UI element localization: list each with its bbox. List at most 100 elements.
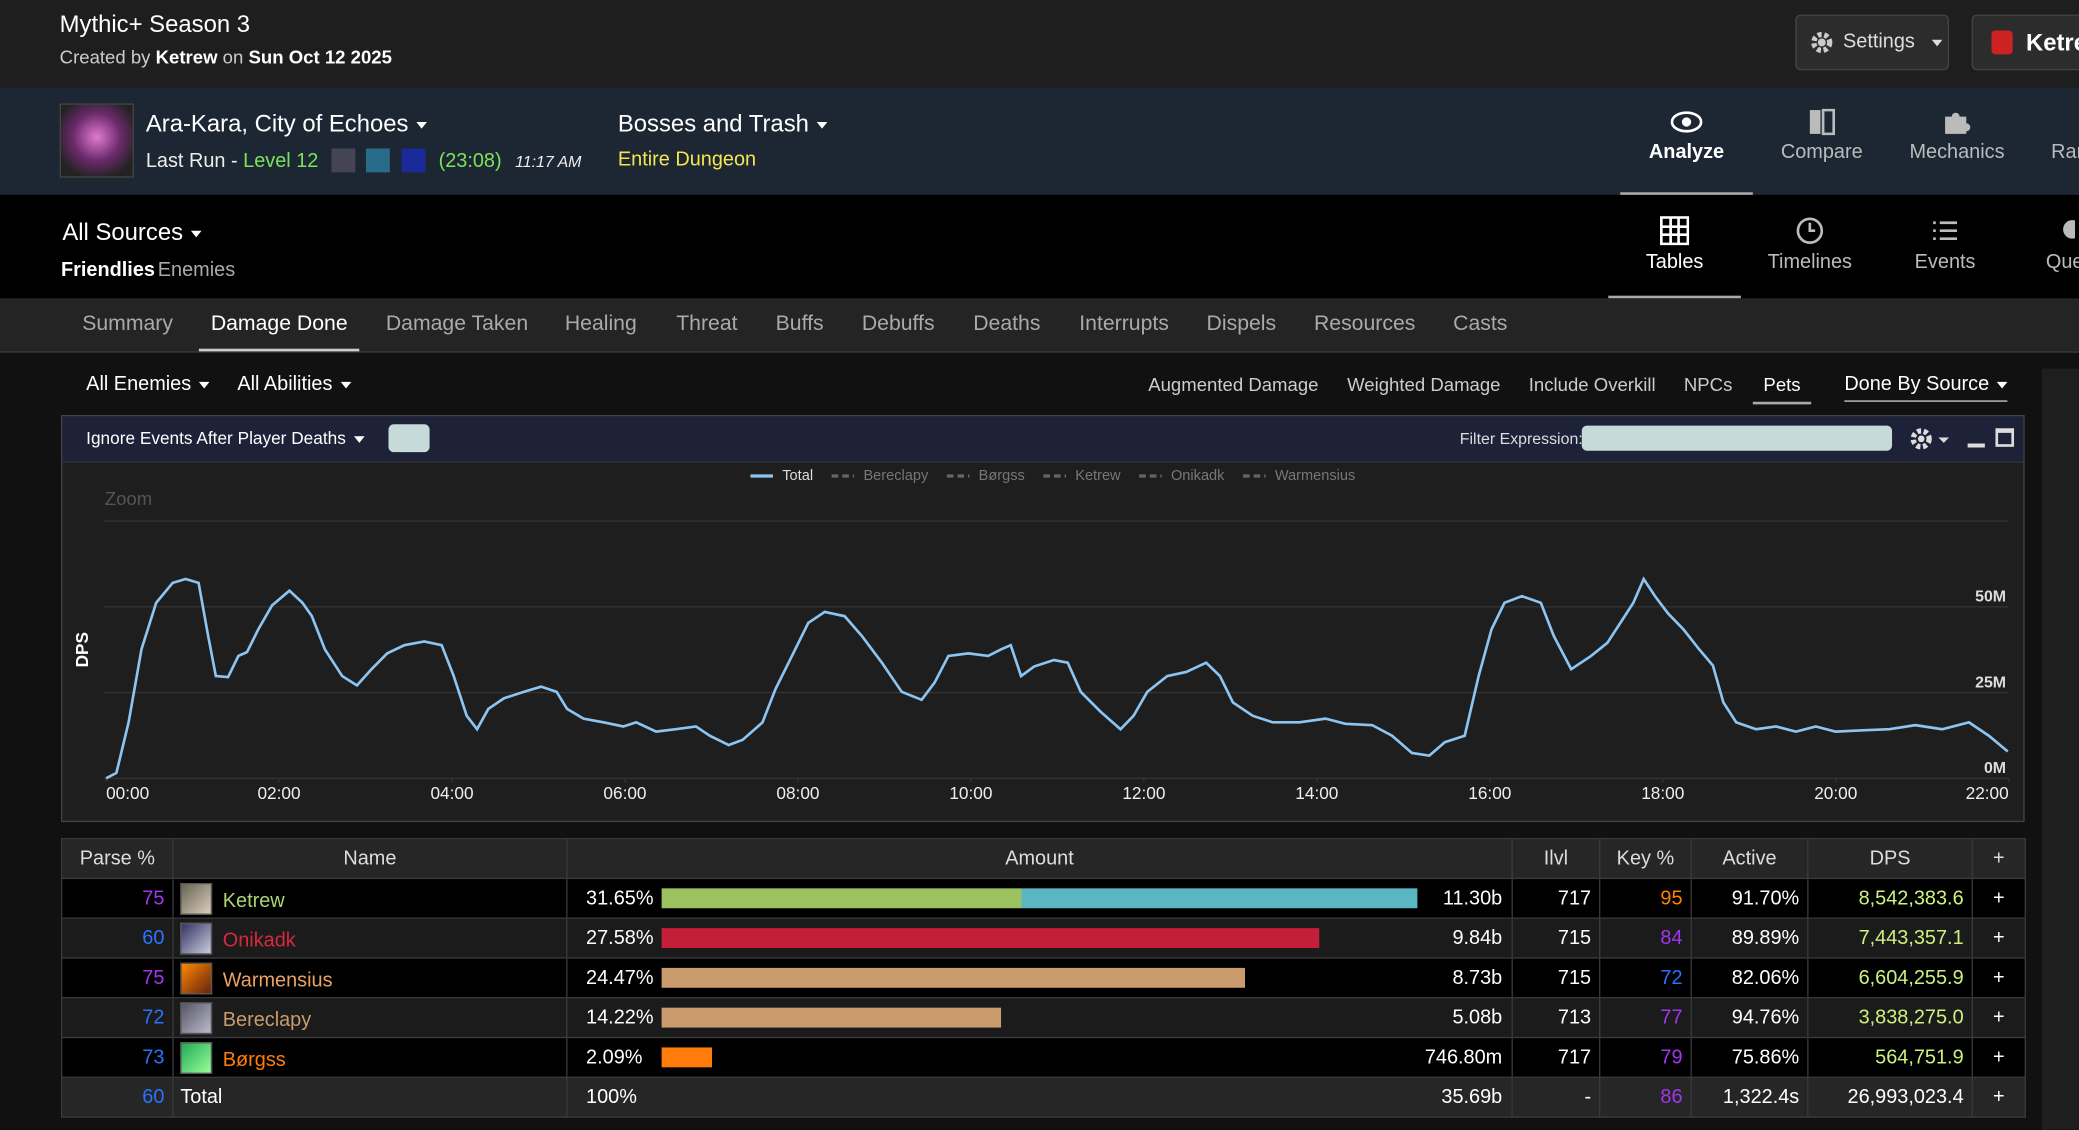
ilvl: 717	[1512, 878, 1600, 918]
nav-analyze[interactable]: Analyze	[1620, 109, 1753, 195]
column-header[interactable]: Ilvl	[1512, 839, 1600, 879]
view-events[interactable]: Events	[1879, 216, 2012, 273]
percent: 27.58%	[586, 927, 653, 950]
dps: 26,993,023.4	[1808, 1077, 1972, 1117]
friendlies[interactable]: Friendlies	[61, 259, 155, 282]
column-header[interactable]: DPS	[1808, 839, 1972, 879]
key-percent: 72	[1600, 958, 1691, 998]
ability-filter[interactable]: All Abilities	[237, 373, 351, 396]
x-tick-label: 20:00	[1814, 783, 1857, 803]
amount-bar	[662, 928, 1320, 948]
key-percent: 95	[1600, 878, 1691, 918]
compare-icon	[1806, 109, 1838, 136]
view-timelines[interactable]: Timelines	[1744, 216, 1877, 273]
class-icon	[180, 1002, 212, 1034]
on: on	[223, 46, 244, 67]
nav-label: Compare	[1781, 141, 1863, 164]
nav-rankings[interactable]: Rankings	[2026, 109, 2079, 163]
legend-label: Total	[782, 468, 813, 484]
date: Sun Oct 12 2025	[249, 46, 392, 67]
key-percent: 79	[1600, 1038, 1691, 1078]
class-icon	[180, 882, 212, 914]
option[interactable]: Augmented Damage	[1148, 374, 1318, 395]
tab[interactable]: Debuffs	[862, 313, 935, 337]
sources-title: All Sources	[62, 219, 183, 246]
tab[interactable]: Threat	[676, 313, 737, 337]
filter-input[interactable]	[1582, 426, 1892, 451]
zoom-label[interactable]: Zoom	[105, 488, 152, 509]
name-cell: Bereclapy	[173, 998, 567, 1038]
tab[interactable]: Resources	[1314, 313, 1415, 337]
created-by: Created by	[60, 46, 151, 67]
tab[interactable]: Damage Taken	[386, 313, 528, 337]
panel-gear[interactable]	[1909, 426, 1954, 453]
tab[interactable]: Dispels	[1207, 313, 1277, 337]
name-cell: Onikadk	[173, 918, 567, 958]
window-buttons[interactable]	[1965, 427, 2018, 451]
tab[interactable]: Summary	[82, 313, 173, 337]
player-name[interactable]: Børgss	[223, 1048, 286, 1071]
column-header: +	[1972, 839, 2025, 879]
eye-icon	[1671, 109, 1703, 136]
parse: 60	[62, 918, 173, 958]
done-by-select[interactable]: Done By Source	[1844, 373, 2007, 402]
toggle[interactable]	[388, 424, 429, 452]
tab[interactable]: Deaths	[973, 313, 1040, 337]
tab[interactable]: Buffs	[776, 313, 824, 337]
nav-mechanics[interactable]: Mechanics	[1891, 109, 2024, 163]
amount: 5.08b	[1452, 1006, 1502, 1029]
option[interactable]: NPCs	[1684, 374, 1732, 395]
nav-compare[interactable]: Compare	[1755, 109, 1888, 163]
column-header[interactable]: Parse %	[62, 839, 173, 879]
enemies[interactable]: Enemies	[158, 259, 235, 282]
ilvl: 715	[1512, 918, 1600, 958]
amount-cell: 14.22%5.08b	[567, 998, 1512, 1038]
tab[interactable]: Healing	[565, 313, 637, 337]
expand[interactable]: +	[1972, 918, 2025, 958]
amount: 8.73b	[1452, 967, 1502, 990]
column-header[interactable]: Active	[1691, 839, 1808, 879]
expand[interactable]: +	[1972, 998, 2025, 1038]
expand[interactable]: +	[1972, 1077, 2025, 1117]
option[interactable]: Include Overkill	[1529, 374, 1656, 395]
parse: 60	[62, 1077, 173, 1117]
duration: (23:08)	[439, 150, 502, 173]
nav-label: Mechanics	[1909, 141, 2004, 164]
user-icon	[1991, 30, 2012, 54]
list-icon	[1930, 216, 1959, 245]
column-header[interactable]: Key %	[1600, 839, 1691, 879]
view-tables[interactable]: Tables	[1608, 216, 1741, 298]
sources-select[interactable]: All Sources	[62, 219, 201, 247]
fight-select[interactable]: Bosses and Trash	[618, 110, 828, 138]
ilvl: -	[1512, 1077, 1600, 1117]
tab[interactable]: Casts	[1453, 313, 1507, 337]
key-percent: 86	[1600, 1077, 1691, 1117]
ignore-select[interactable]: Ignore Events After Player Deaths	[86, 428, 364, 448]
x-tick-label: 12:00	[1122, 783, 1165, 803]
column-header[interactable]: Amount	[567, 839, 1512, 879]
dungeon-select[interactable]: Ara-Kara, City of Echoes	[146, 110, 427, 138]
enemy-filter[interactable]: All Enemies	[86, 373, 210, 396]
enemy-filter-label: All Enemies	[86, 373, 191, 396]
tab[interactable]: Damage Done	[199, 313, 360, 351]
column-header[interactable]: Name	[173, 839, 567, 879]
gear-icon	[1810, 30, 1834, 54]
expand[interactable]: +	[1972, 1038, 2025, 1078]
expand[interactable]: +	[1972, 878, 2025, 918]
option[interactable]: Weighted Damage	[1347, 374, 1500, 395]
author[interactable]: Ketrew	[156, 46, 218, 67]
table-row: 75Warmensius24.47%8.73b7157282.06%6,604,…	[62, 958, 2026, 998]
player-name[interactable]: Ketrew	[223, 889, 285, 912]
done-by-label: Done By Source	[1844, 373, 1989, 396]
player-name[interactable]: Bereclapy	[223, 1008, 311, 1031]
segment[interactable]: Entire Dungeon	[618, 148, 756, 171]
player-name[interactable]: Warmensius	[223, 969, 333, 992]
option[interactable]: Pets	[1753, 374, 1811, 404]
tab[interactable]: Interrupts	[1079, 313, 1169, 337]
user-button[interactable]: Ketrew	[1972, 15, 2079, 71]
settings-button[interactable]: Settings	[1795, 15, 1949, 71]
player-name[interactable]: Onikadk	[223, 929, 296, 952]
y-tick-label: 50M	[1975, 589, 2006, 606]
expand[interactable]: +	[1972, 958, 2025, 998]
view-query[interactable]: Query	[2046, 216, 2079, 273]
